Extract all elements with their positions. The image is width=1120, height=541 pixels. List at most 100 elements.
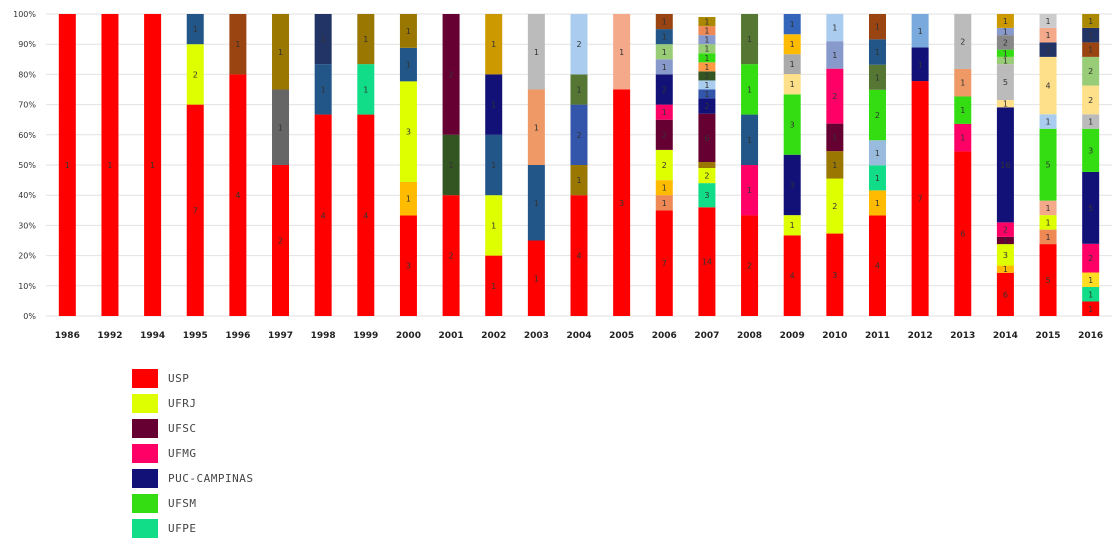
x-tick-label: 2003 (524, 331, 549, 341)
segment-data-label: 7 (918, 195, 923, 204)
segment-data-label: 2 (1088, 67, 1093, 76)
segment-data-label: 1 (1088, 118, 1093, 127)
bar-segment (1082, 42, 1100, 57)
bar-segment (357, 64, 375, 115)
bar-2005: 31 (613, 14, 631, 316)
bar-segment (826, 68, 844, 124)
bar-2002: 1 1 1 1 1 (485, 14, 503, 316)
segment-data-label: 3 (406, 128, 411, 137)
segment-data-label: 2 (278, 237, 283, 246)
legend-label: USP (168, 372, 190, 385)
bar-segment (229, 14, 247, 75)
bar-segment (911, 14, 929, 48)
bar-segment (186, 14, 204, 45)
segment-data-label: 1 (662, 63, 667, 72)
bar-segment (613, 89, 631, 316)
bar-segment (655, 180, 673, 196)
segment-data-label: 1 (662, 18, 667, 27)
legend-label: UFPE (168, 522, 197, 535)
bar-segment (655, 29, 673, 45)
bar-2004: 4 1 2 1 2 (570, 14, 588, 316)
segment-data-label: 1 (662, 184, 667, 193)
bar-segment (527, 165, 545, 241)
segment-data-label: 3 (1003, 251, 1008, 260)
x-tick-label: 1998 (311, 331, 336, 341)
segment-data-label: 1 (491, 101, 496, 110)
legend-swatch (132, 444, 158, 463)
bar-segment (1039, 244, 1057, 316)
segment-data-label: 1 (747, 35, 752, 44)
segment-data-label: 1 (960, 106, 965, 115)
bar-segment (1039, 229, 1057, 245)
bar-segment (399, 181, 417, 216)
bar-segment (996, 14, 1014, 28)
segment-data-label: 2 (832, 92, 837, 101)
bar-segment (570, 195, 588, 316)
bar-segment (868, 64, 886, 90)
bar-segment (996, 272, 1014, 316)
segment-data-label: 4 (790, 272, 795, 281)
bar-segment (613, 14, 631, 90)
segment-data-label: 2 (576, 40, 581, 49)
x-tick-label: 2001 (439, 331, 464, 341)
bar-segment (1082, 56, 1100, 86)
segment-data-label: 1 (1088, 46, 1093, 55)
x-tick-label: 2011 (865, 331, 890, 341)
bar-segment (58, 14, 76, 316)
bar-segment (868, 140, 886, 166)
segment-data-label: 1 (491, 221, 496, 230)
legend-label: UFSM (168, 497, 197, 510)
segment-data-label: 1 (1045, 218, 1050, 227)
segment-data-label: 2 (662, 131, 667, 140)
segment-data-label: 3 (832, 271, 837, 280)
x-tick-label: 1999 (353, 331, 378, 341)
y-tick-label: 50% (18, 161, 36, 170)
segment-data-label: 1 (704, 27, 709, 36)
bar-segment (868, 89, 886, 141)
bar-segment (527, 89, 545, 165)
bar-segment (954, 151, 972, 316)
bar-segment (527, 14, 545, 90)
y-tick-label: 60% (18, 131, 36, 140)
bar-segment (698, 71, 716, 81)
segment-data-label: 1 (65, 161, 70, 170)
segment-data-label: 4 (363, 211, 368, 220)
bar-segment (229, 74, 247, 317)
segment-data-label: 1 (534, 48, 539, 57)
bar-segment (741, 215, 759, 316)
segment-data-label: 1 (662, 108, 667, 117)
segment-data-label: 2 (662, 86, 667, 95)
bar-segment (783, 74, 801, 95)
bar-1994: 1 (144, 14, 162, 316)
x-tick-label: 2004 (566, 331, 591, 341)
legend-swatch (132, 469, 158, 488)
segment-data-label: 1 (704, 72, 709, 81)
bar-segment (655, 59, 673, 75)
bar-segment (272, 165, 290, 316)
bar-segment (144, 14, 162, 316)
segment-data-label: 1 (704, 18, 709, 27)
bar-segment (698, 161, 716, 169)
y-tick-label: 0% (23, 312, 36, 321)
bar-segment (655, 14, 673, 30)
segment-data-label: 1 (491, 40, 496, 49)
x-tick-label: 1996 (225, 331, 250, 341)
segment-data-label: 1 (491, 161, 496, 170)
segment-data-label: 1 (534, 123, 539, 132)
bar-segment (655, 74, 673, 105)
bar-segment (1082, 114, 1100, 129)
bar-segment (783, 34, 801, 55)
bar-segment (996, 100, 1014, 108)
segment-data-label: 1 (1045, 46, 1050, 55)
segment-data-label: 1 (704, 36, 709, 45)
x-tick-label: 2014 (993, 331, 1018, 341)
bar-segment (399, 14, 417, 48)
bar-segment (1039, 215, 1057, 230)
segment-data-label: 1 (875, 23, 880, 32)
segment-data-label: 1 (363, 35, 368, 44)
segment-data-label: 1 (534, 199, 539, 208)
x-tick-label: 1995 (183, 331, 208, 341)
bar-segment (314, 114, 332, 316)
segment-data-label: 4 (576, 252, 581, 261)
segment-data-label: 1 (576, 86, 581, 95)
